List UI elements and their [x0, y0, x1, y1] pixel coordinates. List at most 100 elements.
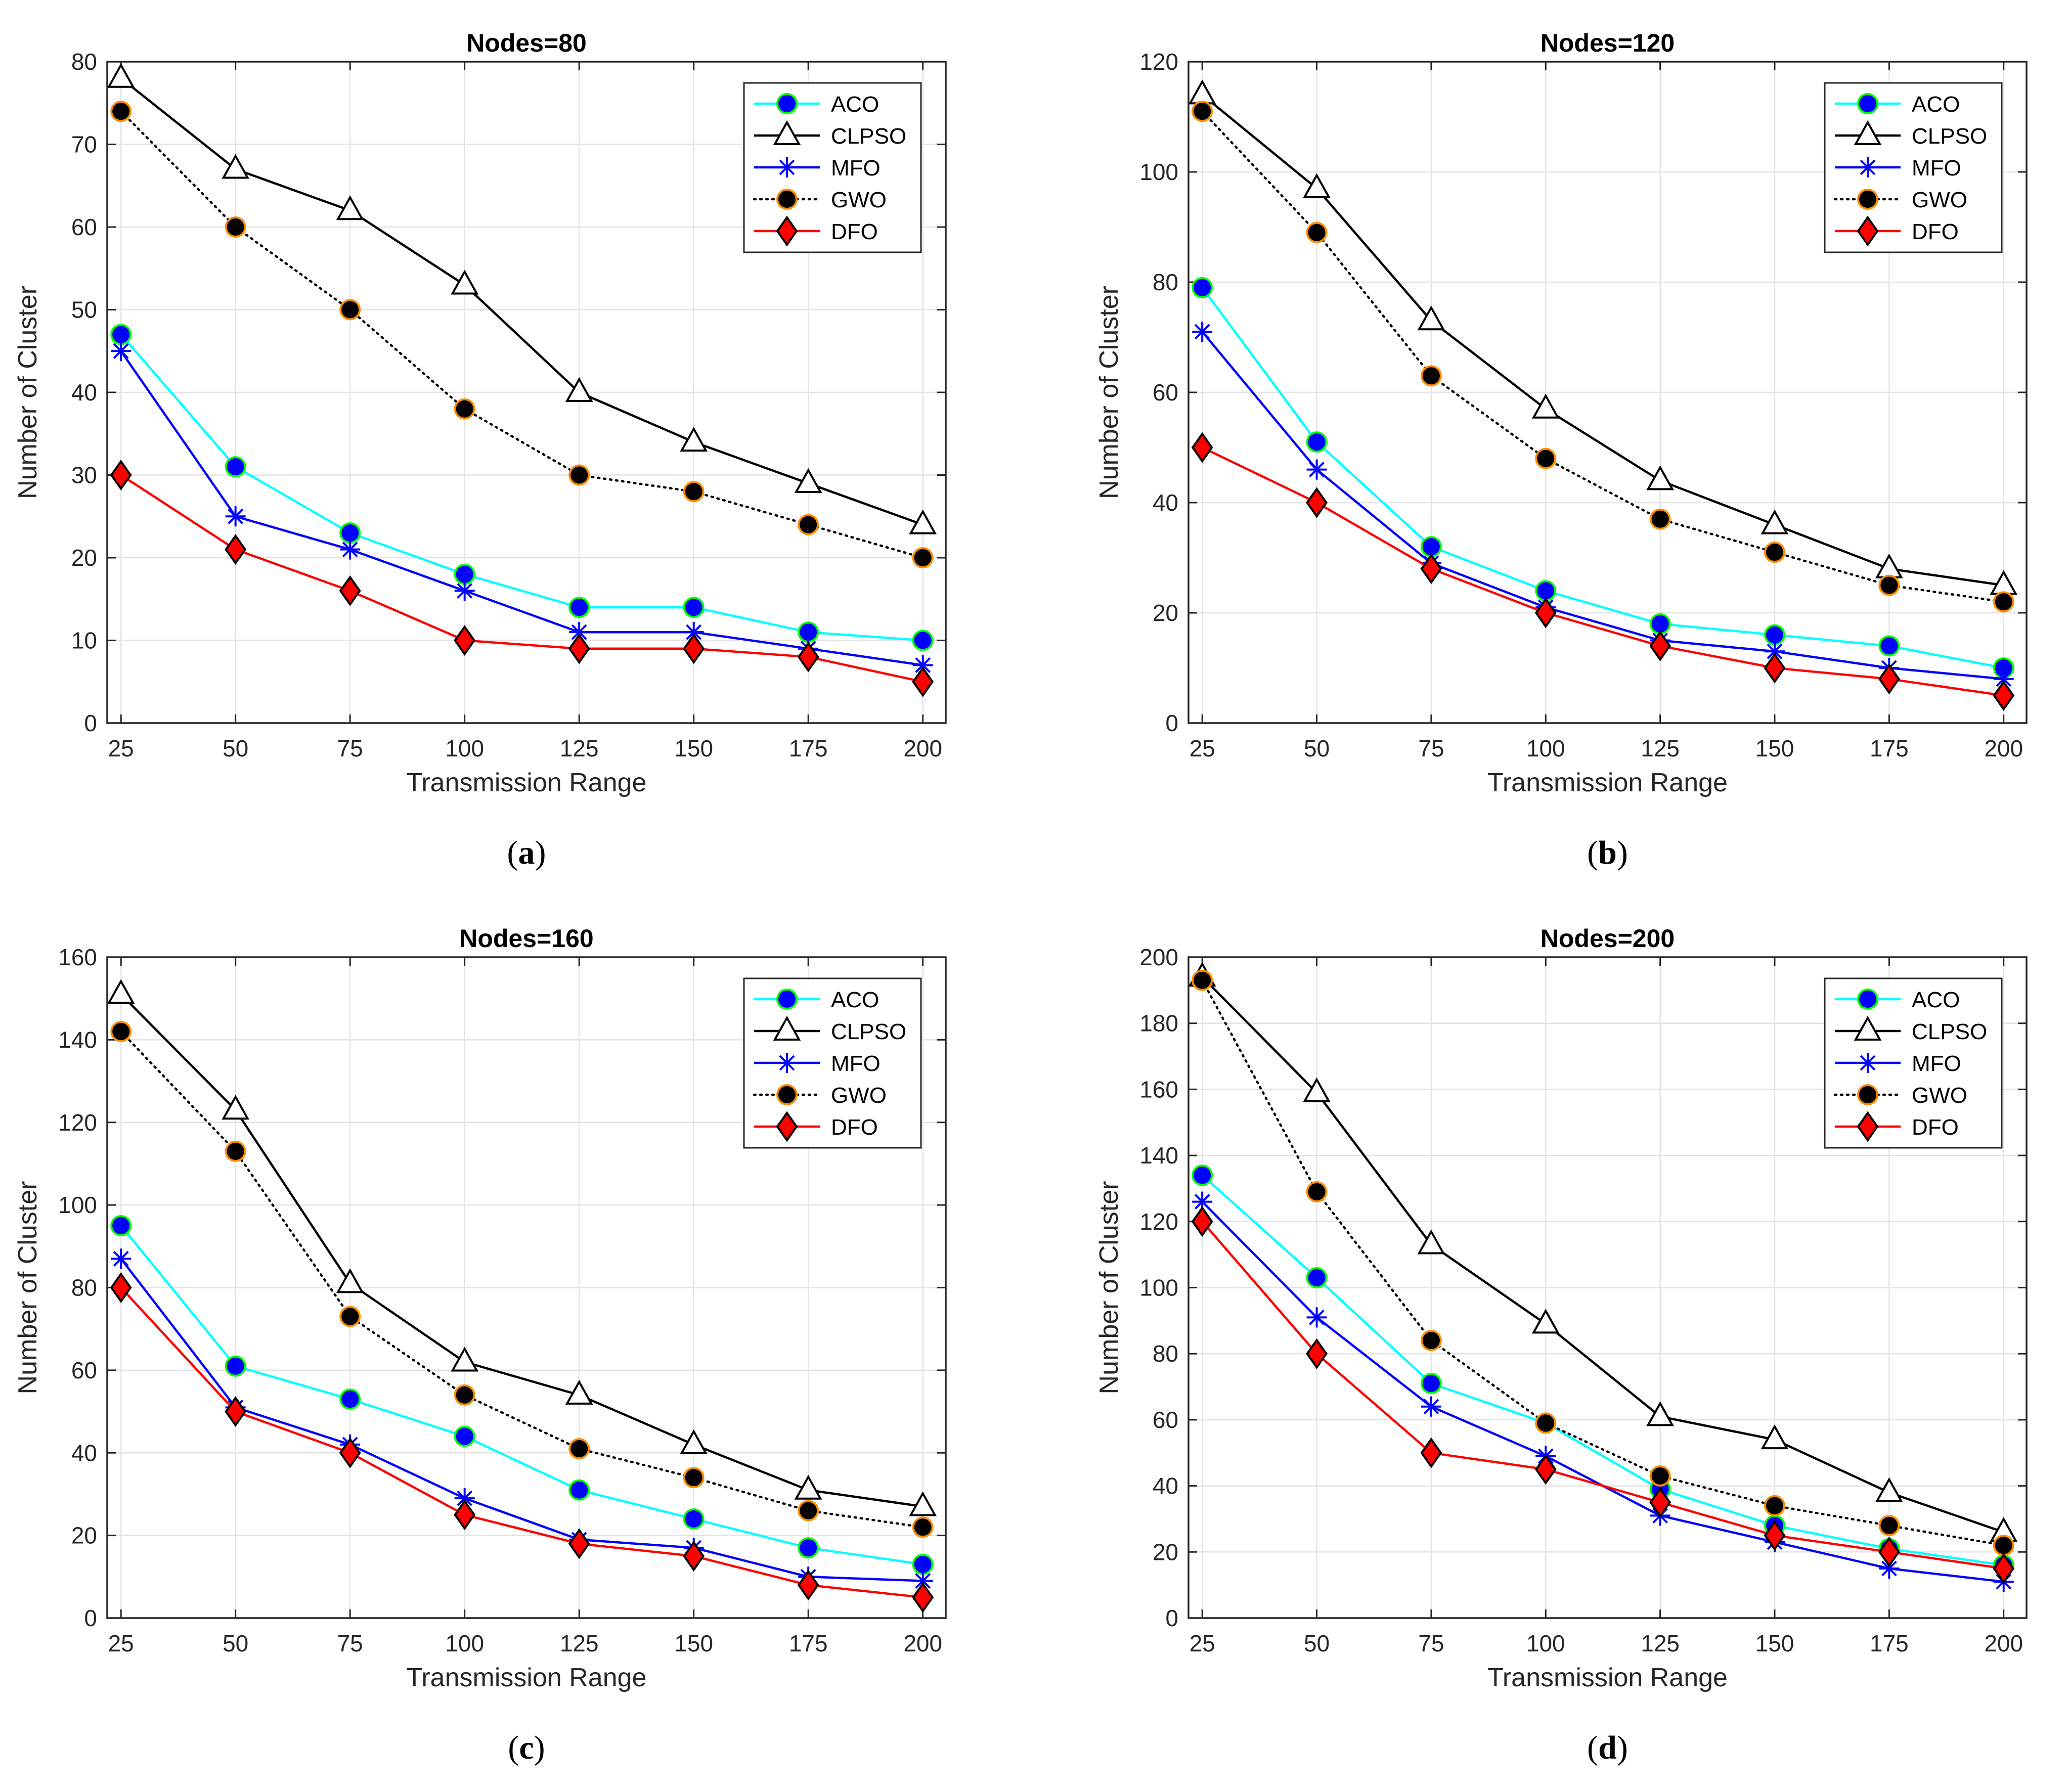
chart-d-point-dfo-50: [1306, 1338, 1328, 1369]
chart-b-line-mfo: [1201, 331, 2004, 681]
chart-d-point-gwo-100: [1535, 1412, 1557, 1434]
chart-d-point-gwo-50: [1306, 1181, 1328, 1202]
chart-b-point-dfo-200: [1993, 680, 2015, 711]
chart-a-ytick-label-0: 0: [84, 710, 97, 736]
chart-d-xtick-label-25: 25: [1190, 1630, 1215, 1656]
chart-d-line-clpso: [1201, 976, 2004, 1534]
chart-c-legend: ACO CLPSO MFO GWO DFO: [743, 977, 922, 1149]
chart-c-point-gwo-125: [568, 1438, 590, 1460]
chart-c-point-aco-25: [110, 1215, 132, 1236]
chart-d-xtick-label-175: 175: [1870, 1630, 1909, 1656]
chart-d-ytick-label-180: 180: [1139, 1010, 1178, 1037]
chart-c-xtick-label-175: 175: [789, 1630, 828, 1656]
chart-c-legend-marker-mfo: [777, 1053, 797, 1073]
chart-c-ytick-label-80: 80: [71, 1275, 97, 1301]
chart-b-xlabel: Transmission Range: [1487, 768, 1728, 797]
chart-d-point-gwo-175: [1878, 1515, 1900, 1537]
chart-d-xtick-label-100: 100: [1526, 1630, 1565, 1656]
chart-a-point-clpso-75: [336, 195, 364, 220]
chart-b-point-gwo-25: [1192, 101, 1213, 122]
chart-c-legend-label-aco: ACO: [831, 988, 879, 1012]
chart-c-legend-label-clpso: CLPSO: [831, 1019, 906, 1044]
chart-c-legend-marker-aco: [776, 989, 798, 1010]
chart-b-point-gwo-100: [1535, 447, 1557, 469]
chart-d-point-clpso-150: [1761, 1424, 1789, 1450]
chart-d-point-mfo-175: [1879, 1558, 1900, 1579]
chart-c-point-gwo-100: [454, 1384, 475, 1406]
chart-c-point-aco-75: [339, 1388, 361, 1410]
chart-c-point-gwo-175: [798, 1500, 819, 1521]
chart-b-line-gwo: [1201, 110, 2005, 603]
chart-c-point-dfo-200: [912, 1582, 934, 1613]
chart-a-legend-marker-gwo: [776, 189, 798, 210]
chart-a-xtick-label-200: 200: [903, 735, 942, 761]
chart-b-xtick-label-175: 175: [1870, 735, 1909, 761]
chart-c-xlabel: Transmission Range: [407, 1663, 647, 1692]
chart-d-point-clpso-125: [1646, 1401, 1675, 1426]
chart-c-point-mfo-100: [454, 1488, 475, 1509]
chart-c-legend-box: [743, 977, 922, 1149]
chart-c-legend-label-dfo: DFO: [831, 1115, 878, 1140]
chart-a-point-dfo-125: [568, 633, 590, 664]
chart-a-point-mfo-75: [340, 539, 361, 560]
chart-a-xtick-label-50: 50: [223, 735, 248, 761]
chart-a-point-gwo-75: [339, 299, 361, 321]
chart-b-panel-label: (b): [1587, 834, 1628, 871]
chart-a-xtick-label-150: 150: [674, 735, 713, 761]
chart-d-point-gwo-150: [1764, 1495, 1785, 1516]
chart-a-xlabel: Transmission Range: [407, 768, 647, 797]
chart-d-ytick-label-140: 140: [1139, 1142, 1178, 1169]
chart-b-xtick-label-150: 150: [1755, 735, 1794, 761]
chart-a-legend-label-gwo: GWO: [831, 188, 887, 212]
chart-a-panel-label: (a): [507, 834, 546, 871]
chart-a-xtick-label-75: 75: [337, 735, 363, 761]
chart-b-ytick-label-40: 40: [1153, 489, 1178, 516]
chart-a-point-mfo-50: [225, 506, 246, 527]
chart-a-legend-label-clpso: CLPSO: [831, 124, 906, 149]
chart-c-point-dfo-50: [225, 1396, 247, 1427]
chart-a-series-gwo: [110, 101, 934, 568]
chart-c-point-gwo-200: [912, 1516, 934, 1538]
chart-b-point-dfo-100: [1534, 597, 1557, 629]
chart-a-point-mfo-25: [111, 341, 131, 362]
chart-a-point-clpso-175: [794, 468, 822, 493]
chart-d-ytick-label-40: 40: [1153, 1473, 1178, 1499]
chart-c-point-clpso-75: [336, 1268, 364, 1293]
chart-a-xtick-label-100: 100: [445, 735, 484, 761]
chart-c-line-aco: [120, 1225, 923, 1566]
chart-a-series-aco: [110, 324, 934, 651]
chart-a-point-mfo-125: [569, 622, 590, 643]
chart-d-point-clpso-75: [1417, 1229, 1445, 1255]
chart-b-point-dfo-125: [1649, 630, 1671, 661]
chart-a-line-gwo: [119, 110, 924, 559]
chart-c-legend-label-gwo: GWO: [831, 1083, 887, 1108]
chart-b-point-clpso-125: [1646, 465, 1675, 490]
chart-a-ytick-label-50: 50: [71, 297, 97, 323]
chart-a-line-clpso: [120, 77, 923, 526]
chart-b-legend-marker-mfo: [1858, 157, 1878, 177]
chart-a: 25 50 75 100 125 150 175 200 0 10 20 30 40 50 60 70 80 No…: [13, 29, 947, 871]
chart-b-point-dfo-175: [1878, 663, 1900, 695]
chart-c-ytick-label-0: 0: [84, 1605, 97, 1631]
chart-c-ytick-label-60: 60: [71, 1357, 97, 1383]
chart-c-title: Nodes=160: [459, 924, 593, 953]
chart-b-point-dfo-50: [1306, 487, 1328, 518]
chart-d-ytick-label-20: 20: [1153, 1539, 1178, 1565]
chart-c-point-mfo-25: [111, 1248, 131, 1269]
chart-b-series-gwo: [1192, 101, 2014, 613]
chart-b-xtick-label-200: 200: [1984, 735, 2023, 761]
chart-c-point-clpso-50: [222, 1095, 250, 1120]
chart-a-legend-marker-clpso: [773, 120, 801, 145]
chart-a-ytick-label-40: 40: [71, 379, 97, 406]
chart-d-line-aco: [1201, 1174, 2004, 1566]
chart-d-point-clpso-100: [1531, 1309, 1560, 1334]
chart-d-point-clpso-50: [1303, 1077, 1331, 1102]
chart-c-line-mfo: [120, 1258, 923, 1582]
chart-b-legend-label-dfo: DFO: [1912, 219, 1959, 244]
chart-c-series-gwo: [110, 1021, 934, 1538]
chart-c-ytick-label-100: 100: [58, 1192, 97, 1218]
chart-b-xtick-label-75: 75: [1418, 735, 1444, 761]
chart-d-point-gwo-125: [1649, 1465, 1671, 1487]
chart-a-point-dfo-175: [797, 641, 819, 673]
chart-c-point-dfo-75: [339, 1437, 361, 1468]
